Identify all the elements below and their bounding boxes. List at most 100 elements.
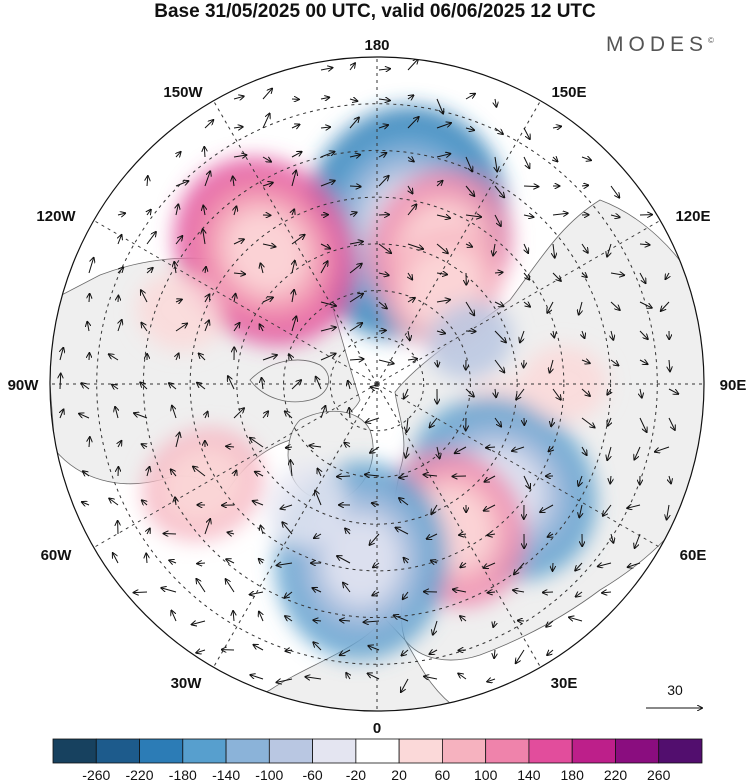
colorbar-swatch: [658, 738, 703, 764]
wind-vector: [112, 385, 119, 389]
chart-title: Base 31/05/2025 00 UTC, valid 06/06/2025…: [154, 1, 596, 22]
wind-vector: [465, 301, 474, 315]
wind-vector: [349, 155, 360, 157]
wind-vector: [118, 268, 123, 274]
wind-vector: [431, 560, 438, 563]
wind-vector: [82, 502, 90, 505]
graticule: [50, 57, 704, 711]
wind-vector: [401, 678, 409, 692]
wind-vector: [174, 262, 176, 274]
wind-vector: [514, 562, 525, 574]
wind-vector: [553, 562, 554, 571]
wind-vector: [171, 469, 177, 477]
wind-vector: [581, 388, 590, 396]
wind-vector: [250, 592, 264, 595]
wind-vector: [349, 242, 363, 245]
wind-vector: [581, 157, 591, 160]
wind-vector: [175, 324, 187, 332]
colorbar-swatch: [182, 738, 227, 764]
wind-vector: [494, 417, 501, 427]
wind-vector: [639, 244, 650, 245]
wind-vector: [196, 650, 206, 653]
wind-vector: [349, 63, 355, 71]
wind-vector: [406, 446, 408, 458]
wind-vector: [87, 322, 89, 332]
wind-vector: [261, 263, 264, 274]
wind-vector: [523, 272, 529, 280]
wind-vector: [668, 417, 675, 430]
lon-label-120w: 120W: [36, 208, 76, 225]
wind-vector: [113, 553, 119, 564]
wind-vector: [147, 529, 150, 534]
wind-vector: [205, 294, 209, 303]
wind-vector: [262, 183, 273, 186]
wind-vector: [610, 359, 618, 366]
wind-vector: [228, 532, 235, 534]
wind-vector: [320, 301, 336, 306]
wind-vector: [290, 460, 292, 477]
wind-vector: [465, 215, 481, 217]
colorbar-tick-label: 180: [561, 767, 585, 783]
wind-vector: [281, 505, 293, 509]
colorbar-tick-label: 140: [517, 767, 541, 783]
wind-vector: [262, 411, 268, 419]
colorbar-swatch: [485, 738, 530, 764]
wind-vector: [233, 96, 244, 99]
wind-vector: [349, 186, 361, 187]
wind-vector: [291, 380, 301, 390]
wind-vector: [140, 383, 148, 390]
wind-vector: [364, 621, 380, 622]
map-border: [49, 56, 705, 712]
wind-vector: [134, 413, 148, 419]
wind-vector: [610, 273, 624, 275]
wind-vector: [523, 215, 533, 217]
colorbar-swatch: [398, 738, 443, 764]
wind-vector: [234, 206, 236, 216]
colorbar-swatch: [355, 738, 400, 764]
brand-logo: MODES©: [606, 33, 714, 57]
wind-vector: [175, 497, 176, 506]
wind-vector: [484, 562, 496, 568]
wind-vector: [543, 592, 554, 593]
wind-vector: [320, 243, 330, 249]
wind-vector: [639, 301, 652, 308]
wind-vector: [640, 388, 642, 398]
wind-vector: [349, 264, 362, 274]
wind-vector: [204, 519, 210, 535]
wind-vector: [378, 273, 389, 275]
wind-vector: [344, 443, 351, 447]
wind-vector: [176, 354, 179, 361]
wind-vector: [495, 388, 496, 397]
wind-vector: [262, 89, 272, 100]
wind-vector: [436, 273, 447, 275]
wind-vector: [233, 155, 246, 157]
wind-vector: [320, 97, 329, 99]
wind-vector: [176, 204, 178, 216]
wind-vector: [320, 406, 325, 419]
wind-vector: [320, 261, 328, 274]
wind-vector: [286, 650, 293, 651]
wind-vector: [175, 181, 188, 187]
lon-label-30e: 30E: [551, 675, 578, 692]
wind-vector: [485, 475, 496, 482]
lon-label-60w: 60W: [41, 547, 73, 564]
wind-vector: [141, 323, 148, 332]
wind-vector: [494, 649, 495, 658]
wind-vector: [228, 376, 235, 390]
wind-vector: [424, 475, 438, 476]
wind-vector: [309, 446, 322, 448]
colorbar-tick-label: 260: [647, 767, 671, 783]
wind-vector: [378, 243, 391, 253]
wind-vector: [553, 157, 557, 161]
wind-vector: [348, 381, 350, 390]
wind-vector: [175, 300, 182, 303]
wind-vector: [337, 556, 351, 564]
wind-vector: [602, 592, 612, 593]
wind-vector: [233, 127, 243, 128]
wind-vector: [291, 316, 296, 332]
wind-vector: [161, 588, 177, 593]
colorbar-tick-label: -20: [346, 767, 366, 783]
wind-vector: [512, 446, 525, 451]
wind-vector: [203, 229, 205, 245]
lon-label-60e: 60E: [680, 547, 707, 564]
